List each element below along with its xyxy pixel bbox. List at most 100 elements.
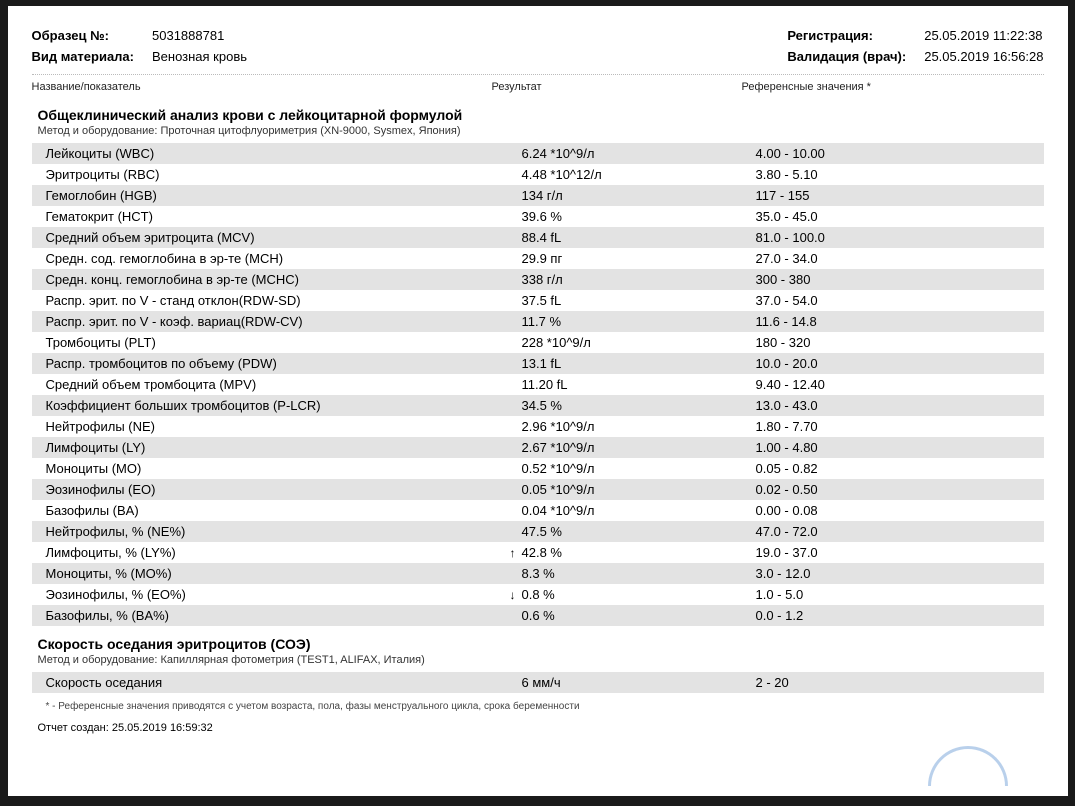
- row-ref: 1.80 - 7.70: [756, 419, 1056, 434]
- row-name: Распр. эрит. по V - коэф. вариац(RDW-CV): [46, 314, 506, 329]
- row-name: Скорость оседания: [46, 675, 506, 690]
- material-value: Венозная кровь: [152, 49, 247, 64]
- row-result: 2.96 *10^9/л: [506, 419, 756, 434]
- column-headers: Название/показатель Результат Референсны…: [32, 75, 1044, 97]
- table-row: Лимфоциты, % (LY%)↑42.8 %19.0 - 37.0: [32, 542, 1044, 563]
- row-result: 6.24 *10^9/л: [506, 146, 756, 161]
- row-name: Гемоглобин (HGB): [46, 188, 506, 203]
- row-name: Средн. конц. гемоглобина в эр-те (MCHC): [46, 272, 506, 287]
- arrow-icon: ↑: [506, 546, 520, 560]
- row-name: Средний объем тромбоцита (MPV): [46, 377, 506, 392]
- row-name: Нейтрофилы, % (NE%): [46, 524, 506, 539]
- row-name: Лейкоциты (WBC): [46, 146, 506, 161]
- row-ref: 47.0 - 72.0: [756, 524, 1056, 539]
- header-right: Регистрация: 25.05.2019 11:22:38 Валидац…: [787, 28, 1043, 64]
- row-result: 2.67 *10^9/л: [506, 440, 756, 455]
- row-name: Лимфоциты (LY): [46, 440, 506, 455]
- row-result: 37.5 fL: [506, 293, 756, 308]
- row-name: Эозинофилы, % (EO%): [46, 587, 506, 602]
- section2-title: Скорость оседания эритроцитов (СОЭ): [32, 626, 1044, 654]
- row-ref: 13.0 - 43.0: [756, 398, 1056, 413]
- table-row: Гемоглобин (HGB)134 г/л117 - 155: [32, 185, 1044, 206]
- row-name: Моноциты, % (MO%): [46, 566, 506, 581]
- table-row: Распр. тромбоцитов по объему (PDW)13.1 f…: [32, 353, 1044, 374]
- table-row: Базофилы, % (BA%)0.6 %0.0 - 1.2: [32, 605, 1044, 626]
- sample-no-value: 5031888781: [152, 28, 247, 43]
- row-result: 47.5 %: [506, 524, 756, 539]
- lab-report-page: Образец №: 5031888781 Вид материала: Вен…: [8, 6, 1068, 796]
- row-result: 0.6 %: [506, 608, 756, 623]
- registration-value: 25.05.2019 11:22:38: [924, 28, 1043, 43]
- row-result: ↑42.8 %: [506, 545, 756, 560]
- table-row: Базофилы (BA)0.04 *10^9/л0.00 - 0.08: [32, 500, 1044, 521]
- row-ref: 0.00 - 0.08: [756, 503, 1056, 518]
- row-name: Распр. эрит. по V - станд отклон(RDW-SD): [46, 293, 506, 308]
- row-result: ↓0.8 %: [506, 587, 756, 602]
- row-result: 11.20 fL: [506, 377, 756, 392]
- row-ref: 35.0 - 45.0: [756, 209, 1056, 224]
- row-ref: 37.0 - 54.0: [756, 293, 1056, 308]
- validation-label: Валидация (врач):: [787, 49, 906, 64]
- table-row: Коэффициент больших тромбоцитов (P-LCR)3…: [32, 395, 1044, 416]
- row-ref: 3.0 - 12.0: [756, 566, 1056, 581]
- row-result: 11.7 %: [506, 314, 756, 329]
- row-name: Моноциты (MO): [46, 461, 506, 476]
- table-row: Средн. сод. гемоглобина в эр-те (MCH)29.…: [32, 248, 1044, 269]
- table-row: Средний объем эритроцита (MCV)88.4 fL81.…: [32, 227, 1044, 248]
- row-result: 0.04 *10^9/л: [506, 503, 756, 518]
- header-left: Образец №: 5031888781 Вид материала: Вен…: [32, 28, 248, 64]
- registration-label: Регистрация:: [787, 28, 906, 43]
- row-name: Средний объем эритроцита (MCV): [46, 230, 506, 245]
- row-name: Средн. сод. гемоглобина в эр-те (MCH): [46, 251, 506, 266]
- report-created: Отчет создан: 25.05.2019 16:59:32: [32, 716, 1044, 734]
- table-row: Скорость оседания6 мм/ч2 - 20: [32, 672, 1044, 693]
- table-row: Моноциты (MO)0.52 *10^9/л0.05 - 0.82: [32, 458, 1044, 479]
- table-row: Средн. конц. гемоглобина в эр-те (MCHC)3…: [32, 269, 1044, 290]
- row-name: Тромбоциты (PLT): [46, 335, 506, 350]
- table-row: Лейкоциты (WBC)6.24 *10^9/л4.00 - 10.00: [32, 143, 1044, 164]
- table-row: Эритроциты (RBC)4.48 *10^12/л3.80 - 5.10: [32, 164, 1044, 185]
- row-ref: 180 - 320: [756, 335, 1056, 350]
- row-ref: 4.00 - 10.00: [756, 146, 1056, 161]
- row-name: Эритроциты (RBC): [46, 167, 506, 182]
- row-result: 4.48 *10^12/л: [506, 167, 756, 182]
- row-ref: 0.0 - 1.2: [756, 608, 1056, 623]
- results-table-2: Скорость оседания6 мм/ч2 - 20: [32, 672, 1044, 693]
- row-ref: 9.40 - 12.40: [756, 377, 1056, 392]
- table-row: Распр. эрит. по V - станд отклон(RDW-SD)…: [32, 290, 1044, 311]
- row-name: Распр. тромбоцитов по объему (PDW): [46, 356, 506, 371]
- footnote: * - Референсные значения приводятся с уч…: [32, 693, 1044, 716]
- row-result: 0.05 *10^9/л: [506, 482, 756, 497]
- row-name: Нейтрофилы (NE): [46, 419, 506, 434]
- row-name: Эозинофилы (EO): [46, 482, 506, 497]
- row-ref: 1.00 - 4.80: [756, 440, 1056, 455]
- row-result: 34.5 %: [506, 398, 756, 413]
- table-row: Гематокрит (HCT)39.6 %35.0 - 45.0: [32, 206, 1044, 227]
- row-result: 8.3 %: [506, 566, 756, 581]
- row-ref: 10.0 - 20.0: [756, 356, 1056, 371]
- row-result: 134 г/л: [506, 188, 756, 203]
- col-name: Название/показатель: [32, 81, 492, 93]
- section2-method: Метод и оборудование: Капиллярная фотоме…: [32, 654, 1044, 672]
- results-table-1: Лейкоциты (WBC)6.24 *10^9/л4.00 - 10.00Э…: [32, 143, 1044, 626]
- material-label: Вид материала:: [32, 49, 135, 64]
- row-name: Лимфоциты, % (LY%): [46, 545, 506, 560]
- row-ref: 300 - 380: [756, 272, 1056, 287]
- col-ref: Референсные значения *: [742, 81, 1042, 93]
- section1-method: Метод и оборудование: Проточная цитофлуо…: [32, 125, 1044, 143]
- row-result: 39.6 %: [506, 209, 756, 224]
- row-ref: 3.80 - 5.10: [756, 167, 1056, 182]
- row-result: 88.4 fL: [506, 230, 756, 245]
- table-row: Тромбоциты (PLT)228 *10^9/л180 - 320: [32, 332, 1044, 353]
- row-ref: 19.0 - 37.0: [756, 545, 1056, 560]
- row-ref: 2 - 20: [756, 675, 1056, 690]
- section1-title: Общеклинический анализ крови с лейкоцита…: [32, 97, 1044, 125]
- table-row: Нейтрофилы, % (NE%)47.5 %47.0 - 72.0: [32, 521, 1044, 542]
- table-row: Эозинофилы, % (EO%)↓0.8 %1.0 - 5.0: [32, 584, 1044, 605]
- col-result: Результат: [492, 81, 742, 93]
- row-ref: 0.05 - 0.82: [756, 461, 1056, 476]
- row-name: Коэффициент больших тромбоцитов (P-LCR): [46, 398, 506, 413]
- row-result: 29.9 пг: [506, 251, 756, 266]
- row-ref: 11.6 - 14.8: [756, 314, 1056, 329]
- table-row: Лимфоциты (LY)2.67 *10^9/л1.00 - 4.80: [32, 437, 1044, 458]
